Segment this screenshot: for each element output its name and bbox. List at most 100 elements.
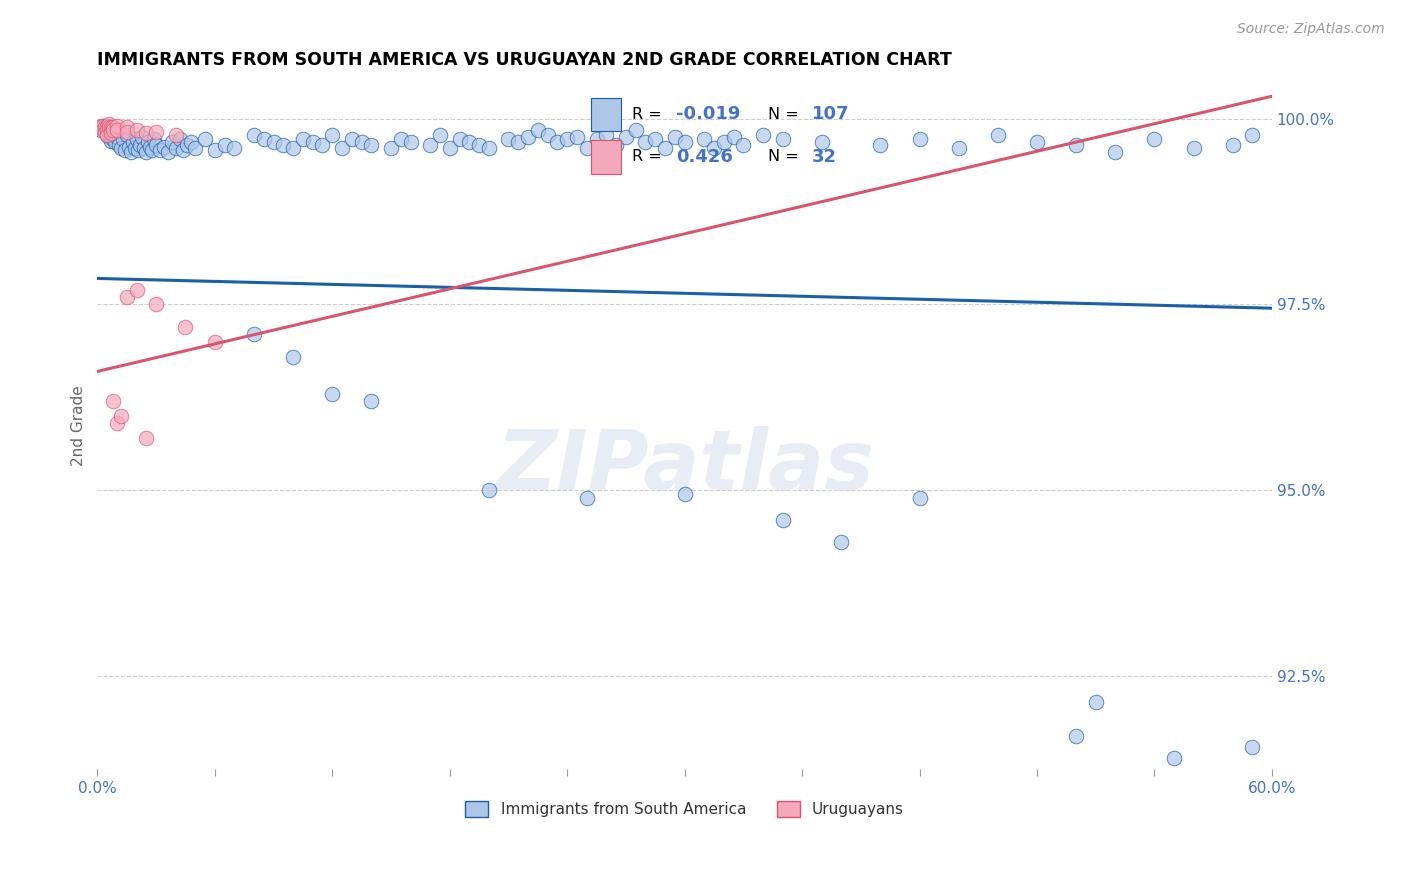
- Point: [624, 122, 647, 136]
- Point: [94, 120, 117, 135]
- Point: [772, 513, 794, 527]
- Point: [129, 137, 152, 152]
- Point: [703, 141, 725, 155]
- Point: [330, 141, 353, 155]
- Point: [125, 283, 148, 297]
- Point: [664, 130, 686, 145]
- Point: [1182, 141, 1205, 155]
- Point: [105, 417, 128, 431]
- Point: [693, 132, 716, 146]
- Point: [810, 136, 832, 150]
- Point: [98, 130, 121, 145]
- Point: [180, 136, 202, 150]
- Point: [204, 143, 226, 157]
- Text: ZIPatlas: ZIPatlas: [496, 426, 873, 508]
- Point: [101, 120, 124, 135]
- Point: [101, 132, 124, 146]
- Point: [91, 122, 114, 136]
- Point: [673, 487, 696, 501]
- Point: [105, 130, 128, 145]
- Point: [118, 140, 141, 154]
- Point: [614, 130, 637, 145]
- Point: [555, 132, 578, 146]
- Point: [723, 130, 745, 145]
- Point: [595, 128, 617, 142]
- Point: [1104, 145, 1126, 159]
- Point: [131, 130, 153, 145]
- Point: [115, 128, 138, 142]
- Point: [143, 132, 166, 146]
- Point: [536, 128, 558, 142]
- Point: [673, 136, 696, 150]
- Point: [1143, 132, 1166, 146]
- Point: [145, 137, 167, 152]
- Point: [585, 132, 607, 146]
- Point: [360, 394, 382, 409]
- Point: [176, 137, 198, 152]
- Point: [135, 145, 157, 159]
- Point: [908, 132, 931, 146]
- Point: [101, 123, 124, 137]
- Point: [90, 122, 112, 136]
- Point: [419, 137, 441, 152]
- Point: [565, 130, 588, 145]
- Point: [281, 141, 304, 155]
- Text: Source: ZipAtlas.com: Source: ZipAtlas.com: [1237, 22, 1385, 37]
- Point: [389, 132, 412, 146]
- Point: [449, 132, 471, 146]
- Point: [139, 140, 162, 154]
- Point: [498, 132, 520, 146]
- Point: [1084, 695, 1107, 709]
- Point: [125, 132, 148, 146]
- Point: [135, 127, 157, 141]
- Point: [301, 136, 323, 150]
- Point: [340, 132, 363, 146]
- Point: [281, 350, 304, 364]
- Y-axis label: 2nd Grade: 2nd Grade: [72, 385, 86, 466]
- Point: [91, 119, 114, 133]
- Point: [96, 122, 118, 136]
- Point: [121, 136, 143, 150]
- Point: [321, 128, 343, 142]
- Point: [110, 409, 132, 423]
- Point: [94, 125, 117, 139]
- Point: [713, 136, 735, 150]
- Point: [94, 120, 117, 135]
- Point: [105, 122, 128, 136]
- Point: [96, 128, 118, 142]
- Point: [634, 136, 657, 150]
- Point: [733, 137, 755, 152]
- Point: [291, 132, 314, 146]
- Point: [173, 143, 195, 157]
- Point: [115, 120, 138, 135]
- Point: [125, 123, 148, 137]
- Point: [517, 130, 540, 145]
- Point: [605, 137, 627, 152]
- Point: [96, 119, 118, 133]
- Point: [1064, 137, 1087, 152]
- Point: [575, 141, 598, 155]
- Point: [184, 141, 207, 155]
- Point: [153, 140, 176, 154]
- Point: [98, 120, 121, 135]
- Point: [468, 137, 491, 152]
- Point: [1026, 136, 1049, 150]
- Point: [987, 128, 1010, 142]
- Point: [194, 132, 217, 146]
- Point: [380, 141, 402, 155]
- Point: [120, 145, 142, 159]
- Point: [360, 137, 382, 152]
- Point: [98, 118, 121, 132]
- Point: [399, 136, 422, 150]
- Point: [869, 137, 891, 152]
- Point: [100, 134, 122, 148]
- Legend: Immigrants from South America, Uruguayans: Immigrants from South America, Uruguayan…: [460, 796, 910, 823]
- Point: [115, 290, 138, 304]
- Point: [104, 136, 127, 150]
- Point: [575, 491, 598, 505]
- Point: [458, 136, 481, 150]
- Point: [160, 136, 183, 150]
- Point: [224, 141, 246, 155]
- Point: [1222, 137, 1244, 152]
- Point: [114, 143, 136, 157]
